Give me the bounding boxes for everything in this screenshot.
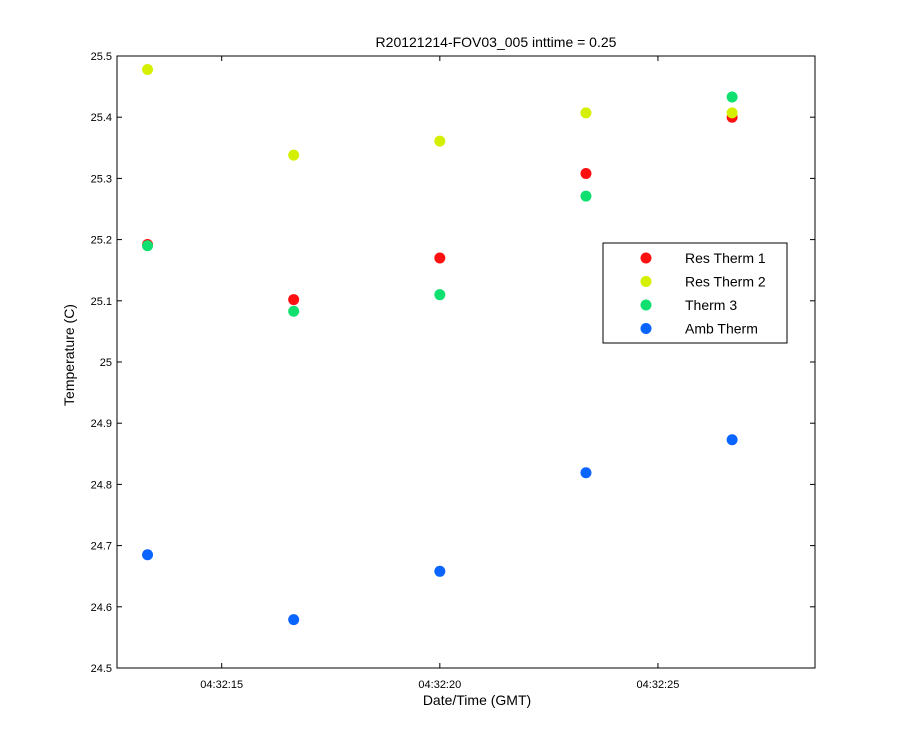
legend-label-0: Res Therm 1 (685, 250, 766, 266)
x-tick-label: 04:32:25 (637, 679, 680, 691)
y-tick-label: 25.5 (91, 51, 112, 63)
data-point-series-2 (434, 289, 446, 301)
data-point-series-1 (288, 149, 300, 161)
plot-area (116, 55, 816, 669)
data-point-series-0 (288, 294, 300, 306)
y-tick-label: 24.7 (91, 541, 112, 553)
data-point-series-2 (288, 305, 300, 317)
y-axis-label: Temperature (C) (61, 304, 77, 406)
data-point-series-1 (580, 107, 592, 119)
y-tick-label: 25.4 (91, 112, 112, 124)
y-tick-label: 24.8 (91, 479, 112, 491)
x-tick-label: 04:32:15 (200, 679, 243, 691)
legend-label-2: Therm 3 (685, 297, 737, 313)
y-axis: 24.5 24.6 24.7 24.8 24.9 25 25.1 25.2 25.3 25.4 25… (91, 51, 815, 675)
legend-box (602, 242, 788, 344)
y-tick-label: 25 (100, 357, 112, 369)
x-tick-label: 04:32:20 (418, 679, 461, 691)
chart-title: R20121214-FOV03_005 inttime = 0.25 (376, 34, 617, 50)
data-point-series-1 (434, 135, 446, 147)
y-tick-label: 25.2 (91, 235, 112, 247)
data-point-series-2 (580, 190, 592, 202)
y-tick-label: 24.9 (91, 418, 112, 430)
y-tick-label: 25.1 (91, 296, 112, 308)
legend-marker-1 (640, 276, 652, 287)
data-point-series-0 (434, 252, 446, 264)
data-point-series-0 (580, 168, 592, 180)
data-point-series-2 (142, 240, 154, 252)
data-point-series-3 (288, 614, 300, 626)
legend-label-3: Amb Therm (685, 321, 758, 337)
x-axis: 04:32:15 04:32:20 04:32:25 (200, 56, 679, 691)
legend-marker-0 (640, 252, 652, 264)
data-point-series-3 (580, 467, 592, 479)
data-point-series-3 (726, 434, 738, 446)
legend-marker-2 (640, 299, 652, 311)
data-point-series-1 (726, 107, 738, 119)
legend-marker-3 (640, 323, 652, 334)
data-point-series-3 (142, 549, 154, 561)
legend: Res Therm 1 Res Therm 2 Therm 3 Amb Therm (602, 242, 788, 344)
data-points (142, 63, 738, 626)
data-point-series-2 (726, 91, 738, 103)
data-point-series-3 (434, 565, 446, 577)
y-tick-label: 24.5 (91, 663, 112, 675)
y-tick-label: 25.3 (91, 173, 112, 185)
x-axis-label: Date/Time (GMT) (423, 692, 531, 708)
y-tick-label: 24.6 (91, 602, 112, 614)
legend-label-1: Res Therm 2 (685, 274, 766, 290)
data-point-series-1 (142, 63, 154, 75)
